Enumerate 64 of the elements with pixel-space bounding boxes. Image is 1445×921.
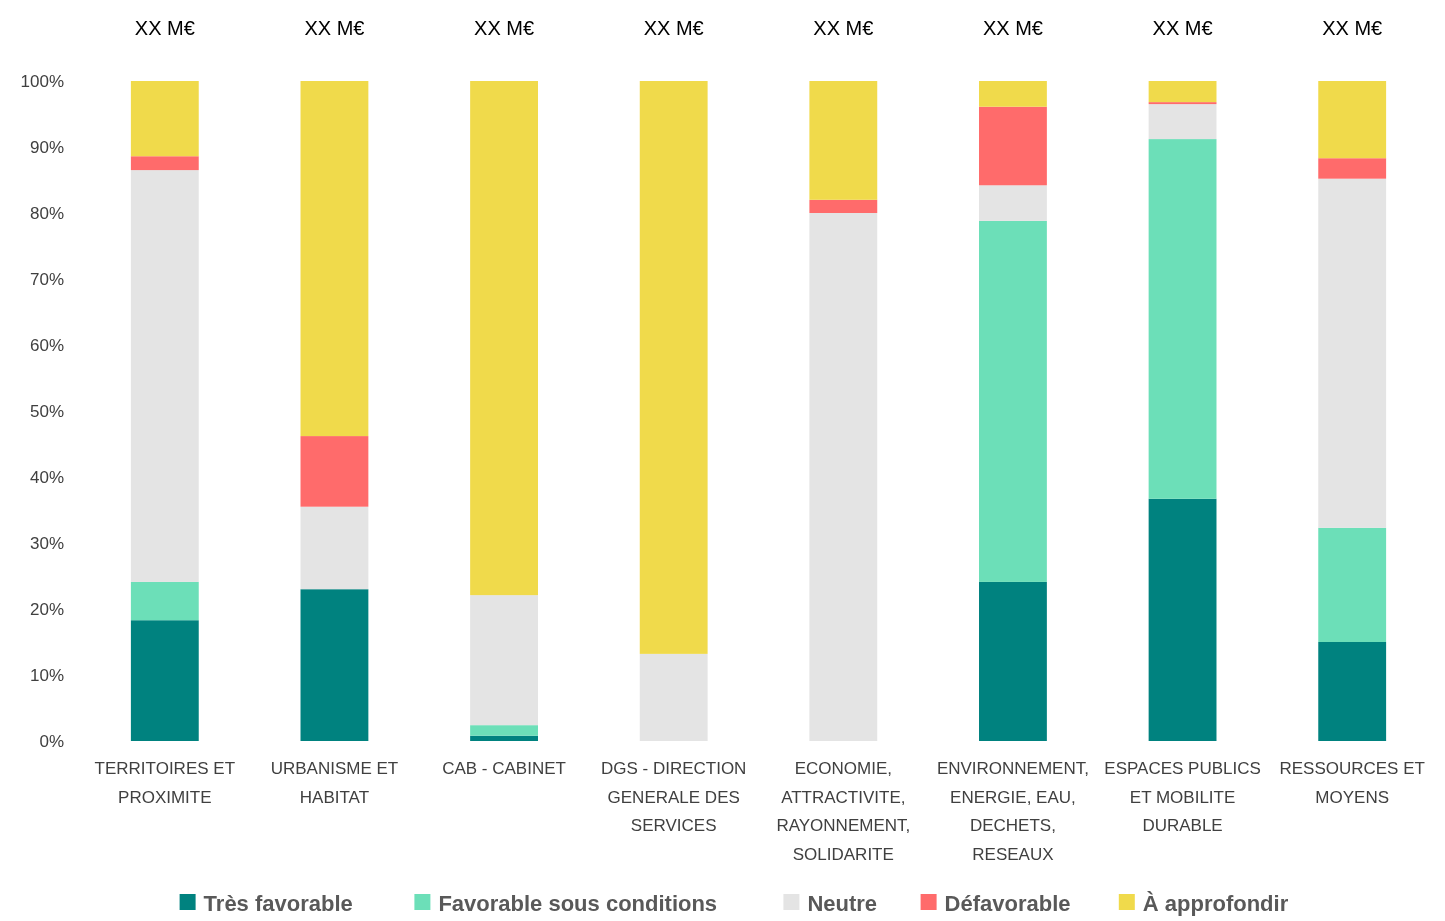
x-tick-label: ENVIRONNEMENT, ENERGIE, EAU, DECHETS, RESEAUX bbox=[936, 759, 1089, 865]
total-label: XX M€ bbox=[813, 17, 874, 39]
y-tick-label: 40% bbox=[29, 467, 64, 487]
bar bbox=[470, 735, 538, 741]
y-tick-label: 90% bbox=[29, 137, 64, 157]
total-label: XX M€ bbox=[304, 17, 365, 39]
x-tick-label: ECONOMIE, ATTRACTIVITE, RAYONNEMENT, SOLIDARITE bbox=[776, 759, 911, 865]
total-label: XX M€ bbox=[474, 17, 535, 39]
bar bbox=[300, 506, 369, 590]
y-tick-label: 70% bbox=[29, 269, 64, 289]
total-label: XX M€ bbox=[134, 17, 195, 39]
x-tick-label: RESSOURCES ET MOYENS bbox=[1279, 759, 1425, 807]
bar bbox=[1148, 498, 1217, 741]
total-label: XX M€ bbox=[1322, 17, 1383, 39]
total-label: XX M€ bbox=[643, 17, 704, 39]
bar bbox=[809, 213, 878, 741]
y-tick-label: 60% bbox=[29, 335, 64, 355]
bar bbox=[1318, 158, 1387, 179]
bar bbox=[1148, 104, 1217, 140]
bar bbox=[979, 81, 1047, 107]
bar bbox=[470, 725, 538, 736]
x-tick-label: CAB - CABINET bbox=[442, 759, 566, 778]
total-label: XX M€ bbox=[982, 17, 1043, 39]
bar bbox=[1318, 527, 1387, 642]
bar bbox=[130, 81, 199, 157]
bar bbox=[639, 81, 708, 654]
y-tick-label: 10% bbox=[29, 665, 64, 685]
y-tick-label: 80% bbox=[29, 203, 64, 223]
bar bbox=[470, 81, 538, 596]
legend-label: Très favorable bbox=[203, 891, 353, 916]
bar bbox=[639, 653, 708, 741]
bar bbox=[979, 106, 1047, 186]
legend-label: À approfondir bbox=[1142, 891, 1289, 916]
bar bbox=[130, 581, 199, 621]
x-tick-label: DGS - DIRECTION GENERALE DES SERVICES bbox=[600, 759, 747, 836]
legend-label: Neutre bbox=[807, 891, 878, 916]
bar bbox=[300, 589, 369, 741]
bar bbox=[1148, 139, 1217, 499]
total-label: XX M€ bbox=[1152, 17, 1213, 39]
x-tick-label: TERRITOIRES ET PROXIMITE bbox=[94, 759, 236, 807]
bar bbox=[130, 170, 199, 582]
bar bbox=[979, 185, 1047, 221]
y-tick-label: 50% bbox=[29, 401, 64, 421]
bar bbox=[809, 81, 878, 200]
bar bbox=[1318, 642, 1387, 741]
bar bbox=[809, 199, 878, 213]
bar bbox=[130, 620, 199, 741]
bar bbox=[1318, 81, 1387, 159]
bar bbox=[130, 156, 199, 171]
bar bbox=[979, 220, 1047, 582]
bar bbox=[470, 595, 538, 726]
legend-label: Défavorable bbox=[944, 891, 1071, 916]
y-tick-label: 20% bbox=[29, 599, 64, 619]
y-tick-label: 0% bbox=[39, 731, 64, 751]
legend-label: Favorable sous conditions bbox=[438, 891, 718, 916]
bar bbox=[300, 436, 369, 507]
bar bbox=[979, 581, 1047, 741]
x-tick-label: ESPACES PUBLICS ET MOBILITE DURABLE bbox=[1104, 759, 1261, 836]
bar bbox=[300, 81, 369, 437]
y-tick-label: 30% bbox=[29, 533, 64, 553]
bar bbox=[1318, 178, 1387, 528]
bar bbox=[1148, 81, 1217, 103]
x-tick-label: URBANISME ET HABITAT bbox=[270, 759, 399, 807]
y-tick-label: 100% bbox=[20, 71, 64, 91]
